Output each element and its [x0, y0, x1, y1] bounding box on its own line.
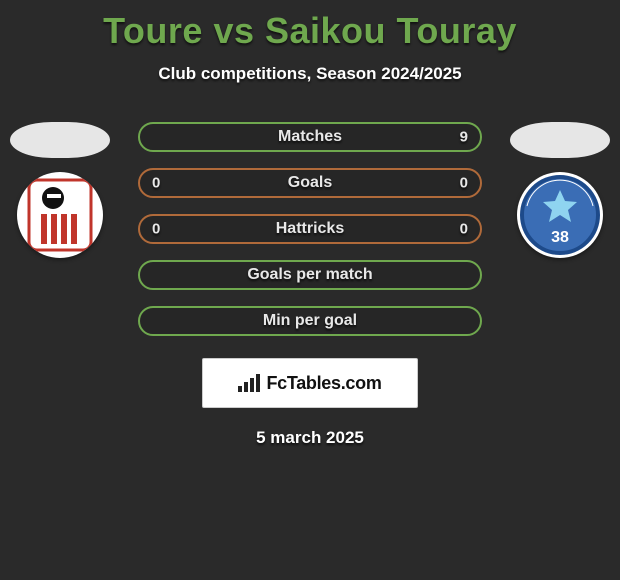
stat-right-value: 0 — [460, 221, 468, 238]
comparison-panel: 38 Matches 9 0 Goals 0 0 Hattricks 0 Goa… — [0, 122, 620, 448]
stat-left-value: 0 — [152, 175, 160, 192]
svg-text:38: 38 — [551, 229, 569, 246]
stat-label: Hattricks — [276, 220, 344, 238]
date-label: 5 march 2025 — [0, 428, 620, 448]
player-right-card: 38 — [510, 122, 610, 258]
stat-rows: Matches 9 0 Goals 0 0 Hattricks 0 Goals … — [138, 122, 482, 336]
stat-left-value: 0 — [152, 221, 160, 238]
stat-row-matches: Matches 9 — [138, 122, 482, 152]
grenoble-crest: 38 — [517, 172, 603, 258]
brand-text: FcTables.com — [266, 373, 381, 394]
page-title: Toure vs Saikou Touray — [0, 0, 620, 52]
ajaccio-crest — [17, 172, 103, 258]
player-left-card — [10, 122, 110, 258]
stat-label: Goals per match — [247, 266, 372, 284]
stat-label: Min per goal — [263, 312, 357, 330]
subtitle: Club competitions, Season 2024/2025 — [0, 64, 620, 84]
stat-label: Goals — [288, 174, 332, 192]
bar-chart-icon — [238, 374, 260, 392]
player-right-silhouette — [510, 122, 610, 158]
brand-box[interactable]: FcTables.com — [202, 358, 418, 408]
grenoble-crest-icon: 38 — [517, 172, 603, 258]
stat-row-goals-per-match: Goals per match — [138, 260, 482, 290]
stat-label: Matches — [278, 128, 342, 146]
stat-row-hattricks: 0 Hattricks 0 — [138, 214, 482, 244]
player-left-silhouette — [10, 122, 110, 158]
ajaccio-crest-icon — [17, 172, 103, 258]
stat-right-value: 0 — [460, 175, 468, 192]
stat-row-min-per-goal: Min per goal — [138, 306, 482, 336]
stat-right-value: 9 — [460, 129, 468, 146]
stat-row-goals: 0 Goals 0 — [138, 168, 482, 198]
